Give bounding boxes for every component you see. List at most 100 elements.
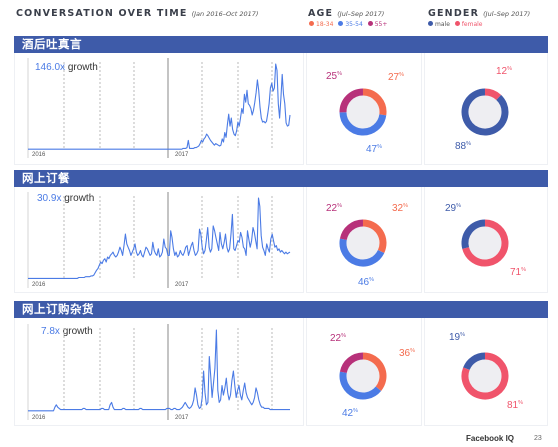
age-title-text: AGE — [308, 8, 334, 19]
legend-dot-female — [454, 21, 460, 26]
age-pct-35-54-3-value: 42 — [342, 408, 354, 419]
gender-panel-3 — [424, 318, 548, 426]
gender-pct-female-1: 12% — [496, 66, 513, 77]
age-pct-35-54-2-value: 46 — [358, 277, 370, 288]
age-pct-55plus-1-value: 25 — [326, 71, 338, 82]
footer-page-number: 23 — [534, 435, 542, 442]
age-donut-2-55-plus-slice — [339, 219, 364, 241]
gender-donut-2-center — [468, 226, 502, 260]
year-start-2: 2016 — [32, 282, 46, 288]
gender-donut-3-female-slice — [461, 352, 509, 400]
age-pct-18-34-1-value: 27 — [388, 72, 400, 83]
growth-annotation-2: 30.9x growth — [37, 193, 94, 204]
age-donut-1-18-34-slice — [362, 88, 387, 116]
trend-line-1 — [28, 63, 291, 150]
legend-label-female: female — [461, 21, 483, 28]
section-title-1: 酒后吐真言 — [22, 37, 82, 51]
age-donut-2-18-34-slice — [362, 219, 387, 253]
conversation-title-text: CONVERSATION OVER TIME — [16, 8, 188, 19]
age-donut-2-35-54-slice — [339, 238, 385, 267]
section-bar-1: 酒后吐真言 — [14, 36, 548, 53]
gender-pct-female-3-value: 81 — [507, 400, 519, 411]
section-title-2: 网上订餐 — [22, 171, 70, 185]
gender-pct-male-1: 88% — [455, 141, 472, 152]
year-mid-2: 2017 — [175, 282, 189, 288]
age-pct-55plus-2-value: 22 — [326, 203, 338, 214]
age-pct-55plus-2: 22% — [326, 203, 343, 214]
year-start-1: 2016 — [32, 152, 46, 158]
age-pct-55plus-3-value: 22 — [330, 333, 342, 344]
section-bar-3: 网上订购杂货 — [14, 301, 548, 318]
section-title-3: 网上订购杂货 — [22, 302, 94, 316]
gender-title-text: GENDER — [428, 8, 480, 19]
conversation-date-range: (Jan 2016–Oct 2017) — [191, 10, 259, 18]
gender-legend: male female — [425, 21, 483, 28]
age-title: AGE (Jul–Sep 2017) — [308, 8, 384, 19]
age-pct-35-54-2: 46% — [358, 277, 375, 288]
legend-dot-35-54 — [338, 21, 344, 26]
gender-donut-3-male-slice — [463, 352, 486, 371]
age-pct-55plus-1: 25% — [326, 71, 343, 82]
age-donut-3-35-54-slice — [339, 371, 382, 400]
growth-value-3: 7.8x — [41, 326, 60, 337]
legend-label-35-54: 35-54 — [345, 21, 363, 28]
age-date-range: (Jul–Sep 2017) — [337, 10, 385, 18]
age-donut-1-55-plus-slice — [339, 88, 364, 113]
legend-label-55-plus: 55+ — [374, 21, 388, 28]
age-pct-18-34-2-value: 32 — [392, 203, 404, 214]
age-pct-18-34-1: 27% — [388, 72, 405, 83]
age-donut-2-center — [346, 226, 380, 260]
growth-value-2: 30.9x — [37, 193, 62, 204]
year-mid-1: 2017 — [175, 152, 189, 158]
growth-label-1: growth — [67, 62, 98, 73]
age-pct-35-54-3: 42% — [342, 408, 359, 419]
growth-value-1: 146.0x — [35, 62, 66, 73]
gender-pct-female-3: 81% — [507, 400, 524, 411]
gender-pct-male-1-value: 88 — [455, 141, 467, 152]
trend-panel-3 — [14, 318, 304, 426]
legend-label-18-34: 18-34 — [316, 21, 334, 28]
conversation-title: CONVERSATION OVER TIME (Jan 2016–Oct 2017… — [16, 8, 258, 19]
age-pct-35-54-1: 47% — [366, 144, 383, 155]
age-donut-3-18-34-slice — [362, 352, 387, 391]
legend-label-male: male — [435, 21, 450, 28]
age-legend: 18-34 35-54 55+ — [306, 21, 387, 28]
trend-panel-1 — [14, 53, 304, 165]
gender-date-range: (Jul–Sep 2017) — [483, 10, 531, 18]
legend-dot-55-plus — [367, 21, 373, 26]
footer-brand: Facebook IQ — [466, 434, 515, 443]
growth-label-2: growth — [64, 193, 95, 204]
legend-dot-male — [428, 21, 433, 26]
age-donut-1-35-54-slice — [339, 112, 387, 136]
age-pct-18-34-2: 32% — [392, 203, 409, 214]
age-pct-18-34-3-value: 36 — [399, 348, 411, 359]
age-pct-35-54-1-value: 47 — [366, 144, 378, 155]
gender-pct-male-3: 19% — [449, 332, 466, 343]
gender-pct-female-2: 71% — [510, 267, 527, 278]
gender-donut-2-male-slice — [461, 219, 486, 249]
gender-pct-male-2: 29% — [445, 203, 462, 214]
section-bar-2: 网上订餐 — [14, 170, 548, 187]
age-donut-3-55-plus-slice — [339, 352, 364, 374]
gender-donut-3-center — [468, 359, 502, 393]
year-mid-3: 2017 — [175, 415, 189, 421]
age-pct-55plus-3: 22% — [330, 333, 347, 344]
age-donut-3-center — [346, 359, 380, 393]
growth-annotation-1: 146.0x growth — [35, 62, 98, 73]
gender-pct-female-1-value: 12 — [496, 66, 508, 77]
trend-line-3 — [28, 329, 290, 412]
gender-donut-1-female-slice — [484, 88, 502, 101]
age-pct-18-34-3: 36% — [399, 348, 416, 359]
gender-donut-1-center — [468, 95, 502, 129]
year-start-3: 2016 — [32, 415, 46, 421]
growth-annotation-3: 7.8x growth — [41, 326, 93, 337]
trend-line-2 — [28, 197, 291, 279]
gender-pct-female-2-value: 71 — [510, 267, 522, 278]
legend-dot-18-34 — [309, 21, 314, 26]
gender-donut-1-male-slice — [461, 88, 509, 136]
gender-pct-male-2-value: 29 — [445, 203, 457, 214]
gender-title: GENDER (Jul–Sep 2017) — [428, 8, 530, 19]
age-donut-1-center — [346, 95, 380, 129]
